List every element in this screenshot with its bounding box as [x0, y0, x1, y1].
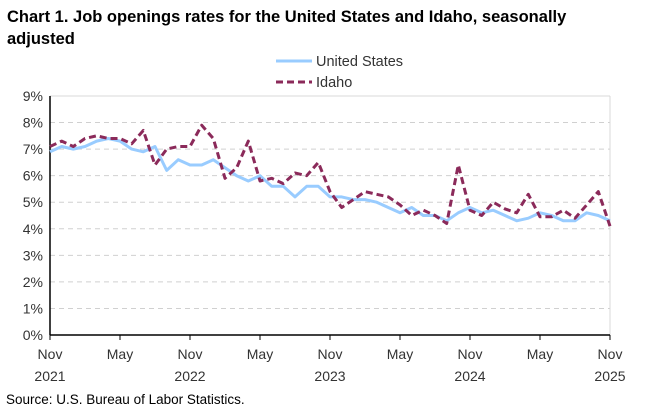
- x-tick-month: May: [387, 346, 413, 362]
- x-tick-month: May: [527, 346, 553, 362]
- x-tick-month: Nov: [178, 346, 203, 362]
- y-tick-label: 3%: [23, 247, 43, 263]
- legend-label: United States: [316, 54, 403, 70]
- series-line-united-states: [49, 137, 611, 223]
- y-tick-label: 5%: [23, 194, 43, 210]
- y-tick-label: 4%: [23, 221, 43, 237]
- x-tick-month: May: [247, 346, 273, 362]
- source-note: Source: U.S. Bureau of Labor Statistics.: [6, 392, 245, 407]
- y-tick-label: 7%: [23, 141, 43, 157]
- x-tick-month: Nov: [458, 346, 483, 362]
- y-tick-label: 9%: [23, 88, 43, 104]
- chart-title: Chart 1. Job openings rates for the Unit…: [7, 8, 567, 48]
- y-tick-label: 2%: [23, 274, 43, 290]
- x-tick-year: 2024: [454, 368, 485, 384]
- x-tick-year: 2022: [174, 368, 205, 384]
- y-tick-label: 8%: [23, 115, 43, 131]
- legend-label: Idaho: [316, 75, 352, 91]
- x-tick-year: 2023: [314, 368, 345, 384]
- series-line-idaho: [49, 123, 612, 227]
- y-tick-label: 0%: [23, 327, 43, 343]
- x-tick-month: Nov: [598, 346, 623, 362]
- y-tick-label: 6%: [23, 168, 43, 184]
- x-tick-month: May: [107, 346, 133, 362]
- x-tick-month: Nov: [38, 346, 63, 362]
- x-tick-year: 2021: [34, 368, 65, 384]
- x-tick-year: 2025: [594, 368, 625, 384]
- y-tick-label: 1%: [23, 300, 43, 316]
- x-tick-month: Nov: [318, 346, 343, 362]
